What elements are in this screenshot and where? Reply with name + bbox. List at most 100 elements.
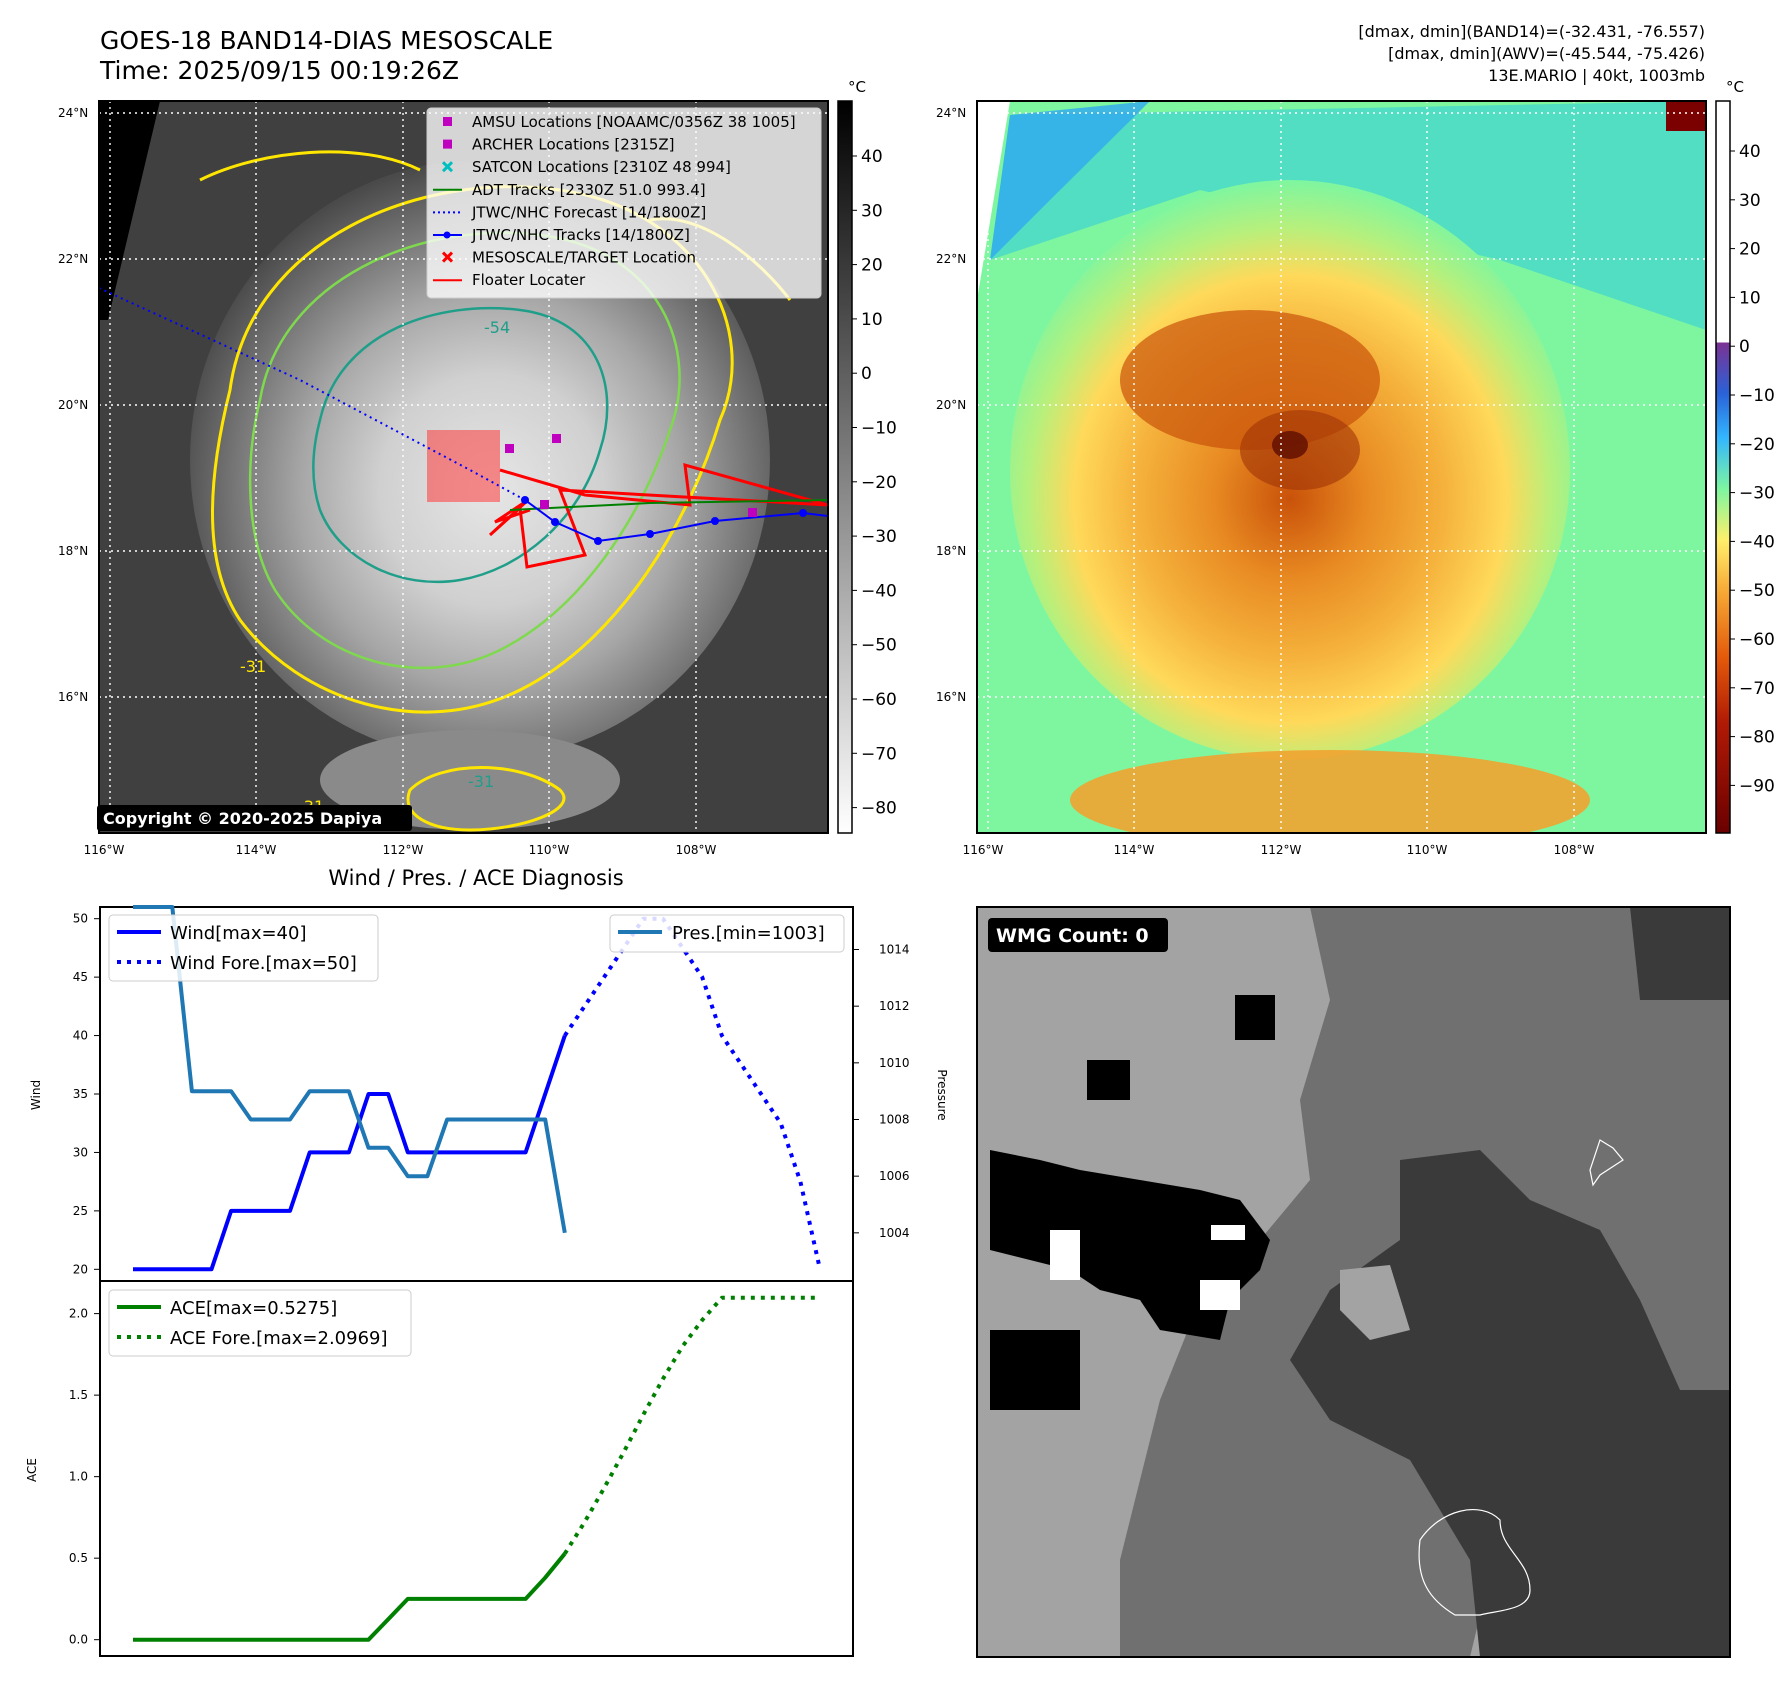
pressure-legend: Pres.[min=1003] [609,914,845,953]
lon-label: 114°W [236,843,277,857]
lon-label: 108°W [676,843,717,857]
legend-marker-dot [443,231,451,239]
wmg-count-badge [988,918,1168,952]
legend-label: ARCHER Locations [2315Z] [472,136,675,154]
lat-label: 18°N [936,544,966,558]
wind-line [133,1034,567,1272]
colorbar-tick-label: 0 [861,364,872,384]
info-line-band14: [dmax, dmin](BAND14)=(-32.431, -76.557) [1358,22,1705,41]
axis-tick-label: 50 [73,912,88,926]
lat-label: 16°N [58,690,88,704]
lat-label: 24°N [936,106,966,120]
colorbar-tick-label: −60 [1739,630,1775,650]
lon-label: 116°W [84,843,125,857]
axis-tick-label: 0.0 [69,1633,88,1647]
legend-label: AMSU Locations [NOAAMC/0356Z 38 1005] [472,113,796,131]
axis-tick-label: 30 [73,1145,88,1159]
ace-legend: ACE[max=0.5275] ACE Fore.[max=2.0969] [108,1289,412,1357]
ace-forecast-line [563,1295,820,1555]
legend-marker-x [441,161,454,173]
colorbar-tick-label: 0 [1739,337,1750,357]
legend-label: MESOSCALE/TARGET Location [472,249,696,267]
colorbar-tick-label: −50 [861,636,897,656]
colorbar-tick-label: −20 [861,473,897,493]
axis-tick-label: 20 [73,1262,88,1276]
colorbar-tick-label: −10 [1739,386,1775,406]
legend-ace: ACE[max=0.5275] [170,1298,337,1319]
adt-track [509,499,828,511]
ace-line [133,1552,567,1642]
no-data-wedge [99,101,160,320]
colorbar-color: °C 40 30 20 10 0 −10 −20 −30 −40 −50 −60 −70 −80 −90 [1715,78,1775,834]
legend-wind: Wind[max=40] [170,923,307,944]
lon-label: 112°W [1261,843,1302,857]
legend-label: JTWC/NHC Forecast [14/1800Z] [471,203,706,221]
mesoscale-target-box [427,430,500,502]
axis-tick-label: 1.0 [69,1470,88,1484]
map-right-gridlines [977,101,1706,833]
axis-tick-label: 2.0 [69,1307,88,1321]
archer-location-marker [552,434,561,443]
lon-label: 110°W [1407,843,1448,857]
map-left-lon-labels: 116°W 114°W 112°W 110°W 108°W [84,843,717,857]
colorbar-tick-label: −20 [1739,435,1775,455]
lat-label: 24°N [58,106,88,120]
colorbar-tick-label: −40 [1739,532,1775,552]
colorbar-tick-label: −90 [1739,776,1775,796]
contour-label-31: -31 [240,657,266,676]
legend-label: Floater Locater [472,271,586,289]
lon-label: 108°W [1554,843,1595,857]
colorbar-tick-label: 40 [861,147,883,167]
figure-time: Time: 2025/09/15 00:19:26Z [100,56,459,85]
colorbar-tick-label: 40 [1739,142,1761,162]
legend-label: JTWC/NHC Tracks [14/1800Z] [471,226,690,244]
colorbar-tick-label: 10 [861,310,883,330]
map-right-lon-labels: 116°W 114°W 112°W 110°W 108°W [963,843,1595,857]
wind-axis-label: Wind [29,1080,43,1110]
colorbar-tick-label: −80 [861,799,897,819]
colorbar-tick-label: −70 [1739,679,1775,699]
jtwc-forecast-track [99,287,526,501]
axis-tick-label: 0.5 [69,1551,88,1565]
colorbar-tick-label: −50 [1739,581,1775,601]
colorbar-tick-label: −40 [861,581,897,601]
map-legend: AMSU Locations [NOAAMC/0356Z 38 1005] ARC… [426,107,822,299]
axis-tick-label: 35 [73,1087,88,1101]
axis-tick-label: 1010 [879,1056,910,1070]
legend-ace-forecast: ACE Fore.[max=2.0969] [170,1328,388,1349]
legend-label: ADT Tracks [2330Z 51.0 993.4] [472,181,706,199]
colorbar-color-unit: °C [1726,78,1744,96]
colorbar-gray-unit: °C [848,78,866,96]
colorbar-tick-label: 10 [1739,288,1761,308]
colorbar-gray: °C 40 30 20 10 0 −10 −20 −30 −40 −50 −60 −70 −80 [837,78,897,834]
map-ir-color [976,100,1707,834]
axis-tick-label: 1014 [879,943,910,957]
lon-label: 112°W [383,843,424,857]
axis-tick-label: 45 [73,970,88,984]
ace-axis-label: ACE [25,1458,39,1482]
ace-panel: 0.0 0.5 1.0 1.5 2.0 ACE ACE[max=0.5275] ACE … [25,1280,854,1657]
colorbar-tick-label: 20 [1739,240,1761,260]
lat-label: 16°N [936,690,966,704]
legend-wind-forecast: Wind Fore.[max=50] [170,953,357,974]
colorbar-tick-label: −30 [861,527,897,547]
lat-label: 22°N [58,252,88,266]
axis-tick-label: 1006 [879,1169,910,1183]
wmg-panel: WMG Count: 0 [976,906,1731,1658]
pressure-axis-label: Pressure [935,1069,949,1120]
lat-label: 22°N [936,252,966,266]
axis-tick-label: 1012 [879,999,910,1013]
info-line-storm: 13E.MARIO | 40kt, 1003mb [1488,66,1705,85]
contour-label-54: -54 [484,318,510,337]
lon-label: 116°W [963,843,1004,857]
contour-teal [312,306,609,584]
legend-marker-x [441,251,454,263]
pressure-line [133,905,567,1234]
lat-label: 20°N [936,398,966,412]
legend-marker-square [443,139,452,149]
legend-label: SATCON Locations [2310Z 48 994] [472,158,731,176]
colorbar-tick-label: −60 [861,690,897,710]
lon-label: 114°W [1114,843,1155,857]
